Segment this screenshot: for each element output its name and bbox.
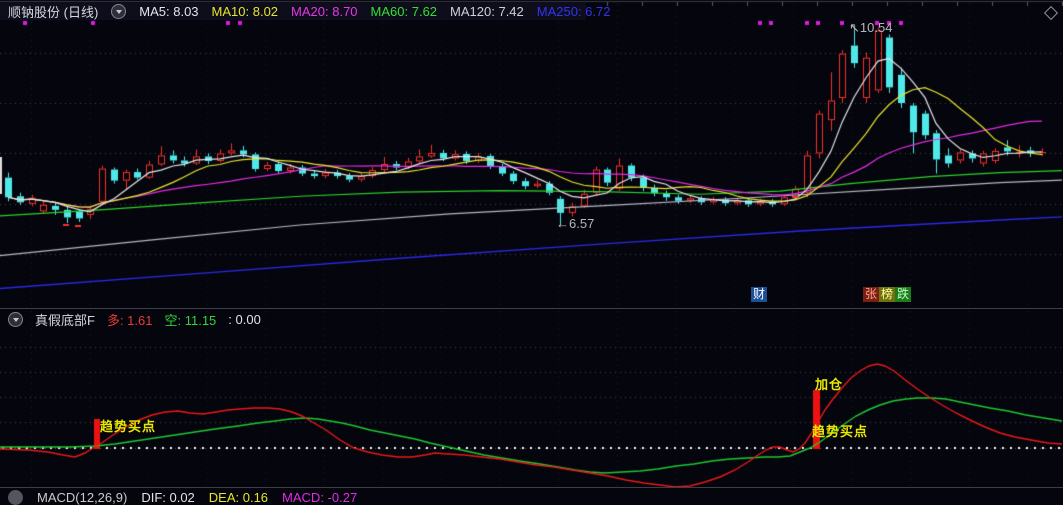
macd-params: MACD(12,26,9) <box>37 489 128 505</box>
macd-header: MACD(12,26,9) DIF: 0.02 DEA: 0.16 MACD: … <box>8 489 357 505</box>
high-price-label: ↖10.54 <box>849 20 893 35</box>
indicator-long-value: 多: 1.61 <box>106 312 153 328</box>
main-chart-header: 顺钠股份 (日线) MA5: 8.03 MA10: 8.02 MA20: 8.7… <box>0 2 610 20</box>
ma20-legend: MA20: 8.70 <box>291 3 358 19</box>
indicator-short-value: 空: 11.15 <box>164 312 217 328</box>
trend-buy-point-label: 趋势买点 <box>100 419 157 434</box>
ma10-legend: MA10: 8.02 <box>211 3 279 19</box>
ma120-legend: MA120: 7.42 <box>450 3 524 19</box>
badge-cai[interactable]: 财 <box>751 287 768 302</box>
ma5-legend: MA5: 8.03 <box>139 3 199 19</box>
bottom-indicator-chart[interactable] <box>0 309 1063 487</box>
symbol-title[interactable]: 顺钠股份 (日线) <box>8 4 99 20</box>
panel-divider[interactable] <box>0 308 1063 309</box>
add-position-label: 加仓 <box>815 377 844 392</box>
chevron-down-icon[interactable] <box>111 3 127 19</box>
badge-zhang-bang-die[interactable]: 张 榜 跌 <box>863 287 912 302</box>
badge-zhang: 张 <box>863 287 880 302</box>
badge-die: 跌 <box>895 287 912 302</box>
macd-chevron-icon[interactable] <box>8 489 23 505</box>
macd-dea-value: DEA: 0.16 <box>208 489 269 505</box>
macd-hist-value: MACD: -0.27 <box>282 489 358 505</box>
badge-bang: 榜 <box>879 287 896 302</box>
ma250-legend: MA250: 6.72 <box>536 3 611 19</box>
panel-divider[interactable] <box>0 487 1063 488</box>
indicator-zero-value: : 0.00 <box>228 311 261 327</box>
low-price-label: ←6.57 <box>556 216 595 231</box>
main-price-chart[interactable] <box>0 0 1063 308</box>
indicator-header: 真假底部F 多: 1.61 空: 11.15 : 0.00 <box>8 311 261 328</box>
macd-dif-value: DIF: 0.02 <box>141 489 195 505</box>
trend-buy-point-label: 趋势买点 <box>812 424 869 439</box>
ma60-legend: MA60: 7.62 <box>370 3 438 19</box>
indicator-title[interactable]: 真假底部F <box>35 312 95 328</box>
indicator-chevron-icon[interactable] <box>8 311 23 327</box>
